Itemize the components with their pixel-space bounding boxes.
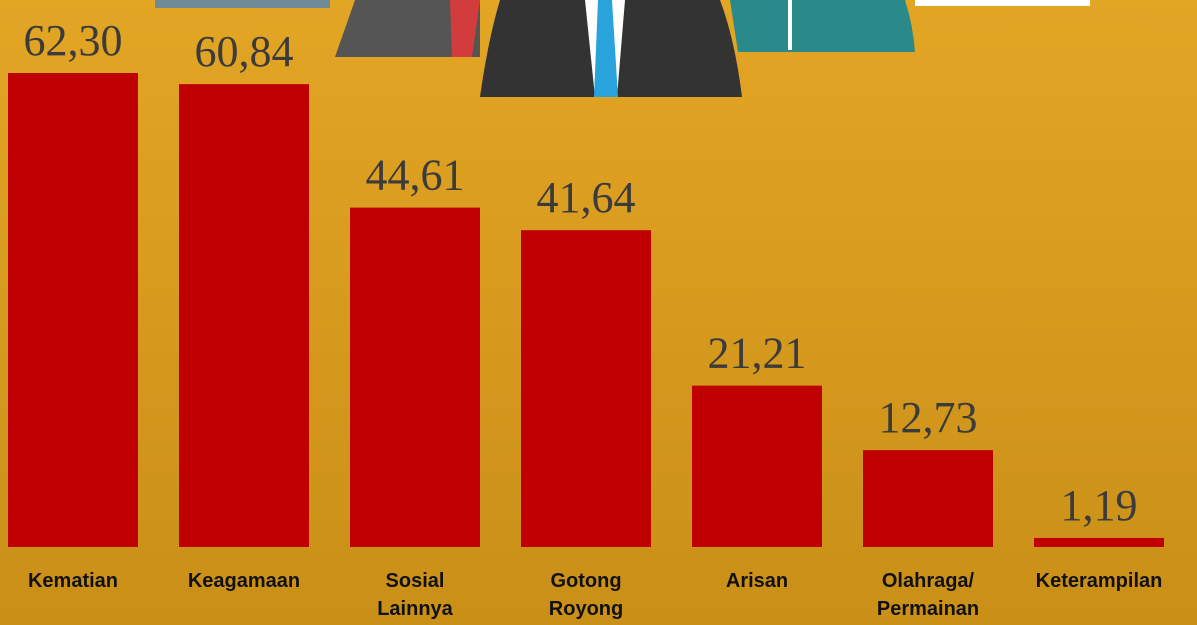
value-label: 1,19 [1061,481,1138,530]
plot: 62,30 Kematian 60,84 Keagamaan 44,61 Sosial La… [8,16,1164,620]
figure-blue-tie [594,0,618,97]
bar [692,385,822,547]
figure-gray-suit [335,0,480,57]
people-illustration [155,0,1090,97]
figure-detail [788,0,792,50]
x-tick-label: Gotong Royong [549,570,623,620]
x-tick-label: Kematian [28,570,118,592]
value-label: 44,61 [366,151,465,200]
figure-teal-suit [730,0,915,52]
bar [1034,537,1164,547]
value-label: 41,64 [537,173,636,222]
value-label: 12,73 [879,393,978,442]
figure-left [155,0,330,8]
figure-red-tie [450,0,480,57]
value-label: 60,84 [195,27,294,76]
x-tick-label: Keagamaan [188,570,300,592]
x-tick-label: Olahraga/Permainan [877,570,979,620]
figure-right [915,0,1090,6]
x-tick-label: Arisan [726,570,788,592]
value-label: 62,30 [24,16,123,65]
bar [179,84,309,547]
bar [8,73,138,547]
bar [350,207,480,547]
x-tick-label: Keterampilan [1036,570,1163,592]
bar [521,230,651,547]
bar [863,450,993,547]
value-label: 21,21 [708,329,807,378]
x-tick-label: Sosial Lainnya [377,570,453,620]
